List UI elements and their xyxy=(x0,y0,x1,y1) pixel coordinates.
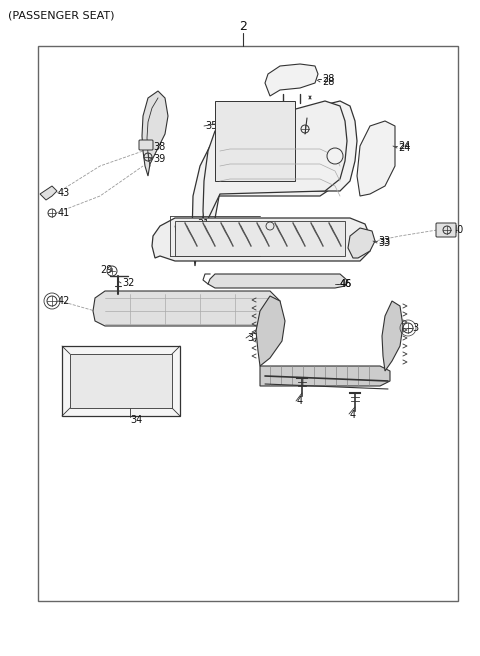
Polygon shape xyxy=(208,274,348,288)
Polygon shape xyxy=(256,296,285,366)
Text: 31: 31 xyxy=(197,219,209,229)
Text: 2: 2 xyxy=(239,20,247,33)
Text: 30: 30 xyxy=(178,231,190,241)
Text: (PASSENGER SEAT): (PASSENGER SEAT) xyxy=(8,10,115,20)
Text: 46: 46 xyxy=(340,279,352,289)
FancyBboxPatch shape xyxy=(436,223,456,237)
Polygon shape xyxy=(70,354,172,408)
FancyBboxPatch shape xyxy=(139,140,153,150)
Text: 43: 43 xyxy=(58,188,70,198)
Text: 46: 46 xyxy=(340,279,352,289)
Polygon shape xyxy=(260,366,390,386)
Text: 20: 20 xyxy=(250,106,263,116)
Polygon shape xyxy=(40,186,57,200)
Text: 35: 35 xyxy=(205,121,217,131)
Text: 33: 33 xyxy=(378,236,390,246)
Circle shape xyxy=(327,148,343,164)
Text: 42: 42 xyxy=(58,296,71,306)
Text: 33: 33 xyxy=(378,238,390,248)
Text: 4: 4 xyxy=(297,396,303,406)
Text: 28: 28 xyxy=(322,77,335,87)
Polygon shape xyxy=(357,121,395,196)
Text: 24: 24 xyxy=(398,141,410,151)
Polygon shape xyxy=(265,64,318,96)
Text: 32: 32 xyxy=(122,278,134,288)
Polygon shape xyxy=(203,101,347,241)
Text: 21: 21 xyxy=(250,118,263,128)
Text: 4: 4 xyxy=(350,410,356,420)
Polygon shape xyxy=(142,91,168,176)
Text: 36: 36 xyxy=(220,136,232,146)
Polygon shape xyxy=(348,228,375,258)
Text: 38: 38 xyxy=(153,142,165,152)
Text: 28: 28 xyxy=(322,74,335,84)
Polygon shape xyxy=(152,218,372,261)
Polygon shape xyxy=(215,101,295,181)
Polygon shape xyxy=(62,346,180,416)
Bar xyxy=(38,46,458,601)
Polygon shape xyxy=(192,108,340,266)
Text: 24: 24 xyxy=(398,143,410,153)
Text: 39: 39 xyxy=(153,154,165,164)
Text: 34: 34 xyxy=(130,415,142,425)
Text: 3: 3 xyxy=(412,323,418,333)
Polygon shape xyxy=(93,291,280,326)
Polygon shape xyxy=(175,221,345,256)
Text: 29: 29 xyxy=(100,265,112,275)
Text: 41: 41 xyxy=(58,208,70,218)
Text: 37: 37 xyxy=(247,333,259,343)
Text: 40: 40 xyxy=(452,225,464,235)
Text: 45: 45 xyxy=(437,225,449,235)
Polygon shape xyxy=(207,101,357,246)
Polygon shape xyxy=(382,301,403,371)
